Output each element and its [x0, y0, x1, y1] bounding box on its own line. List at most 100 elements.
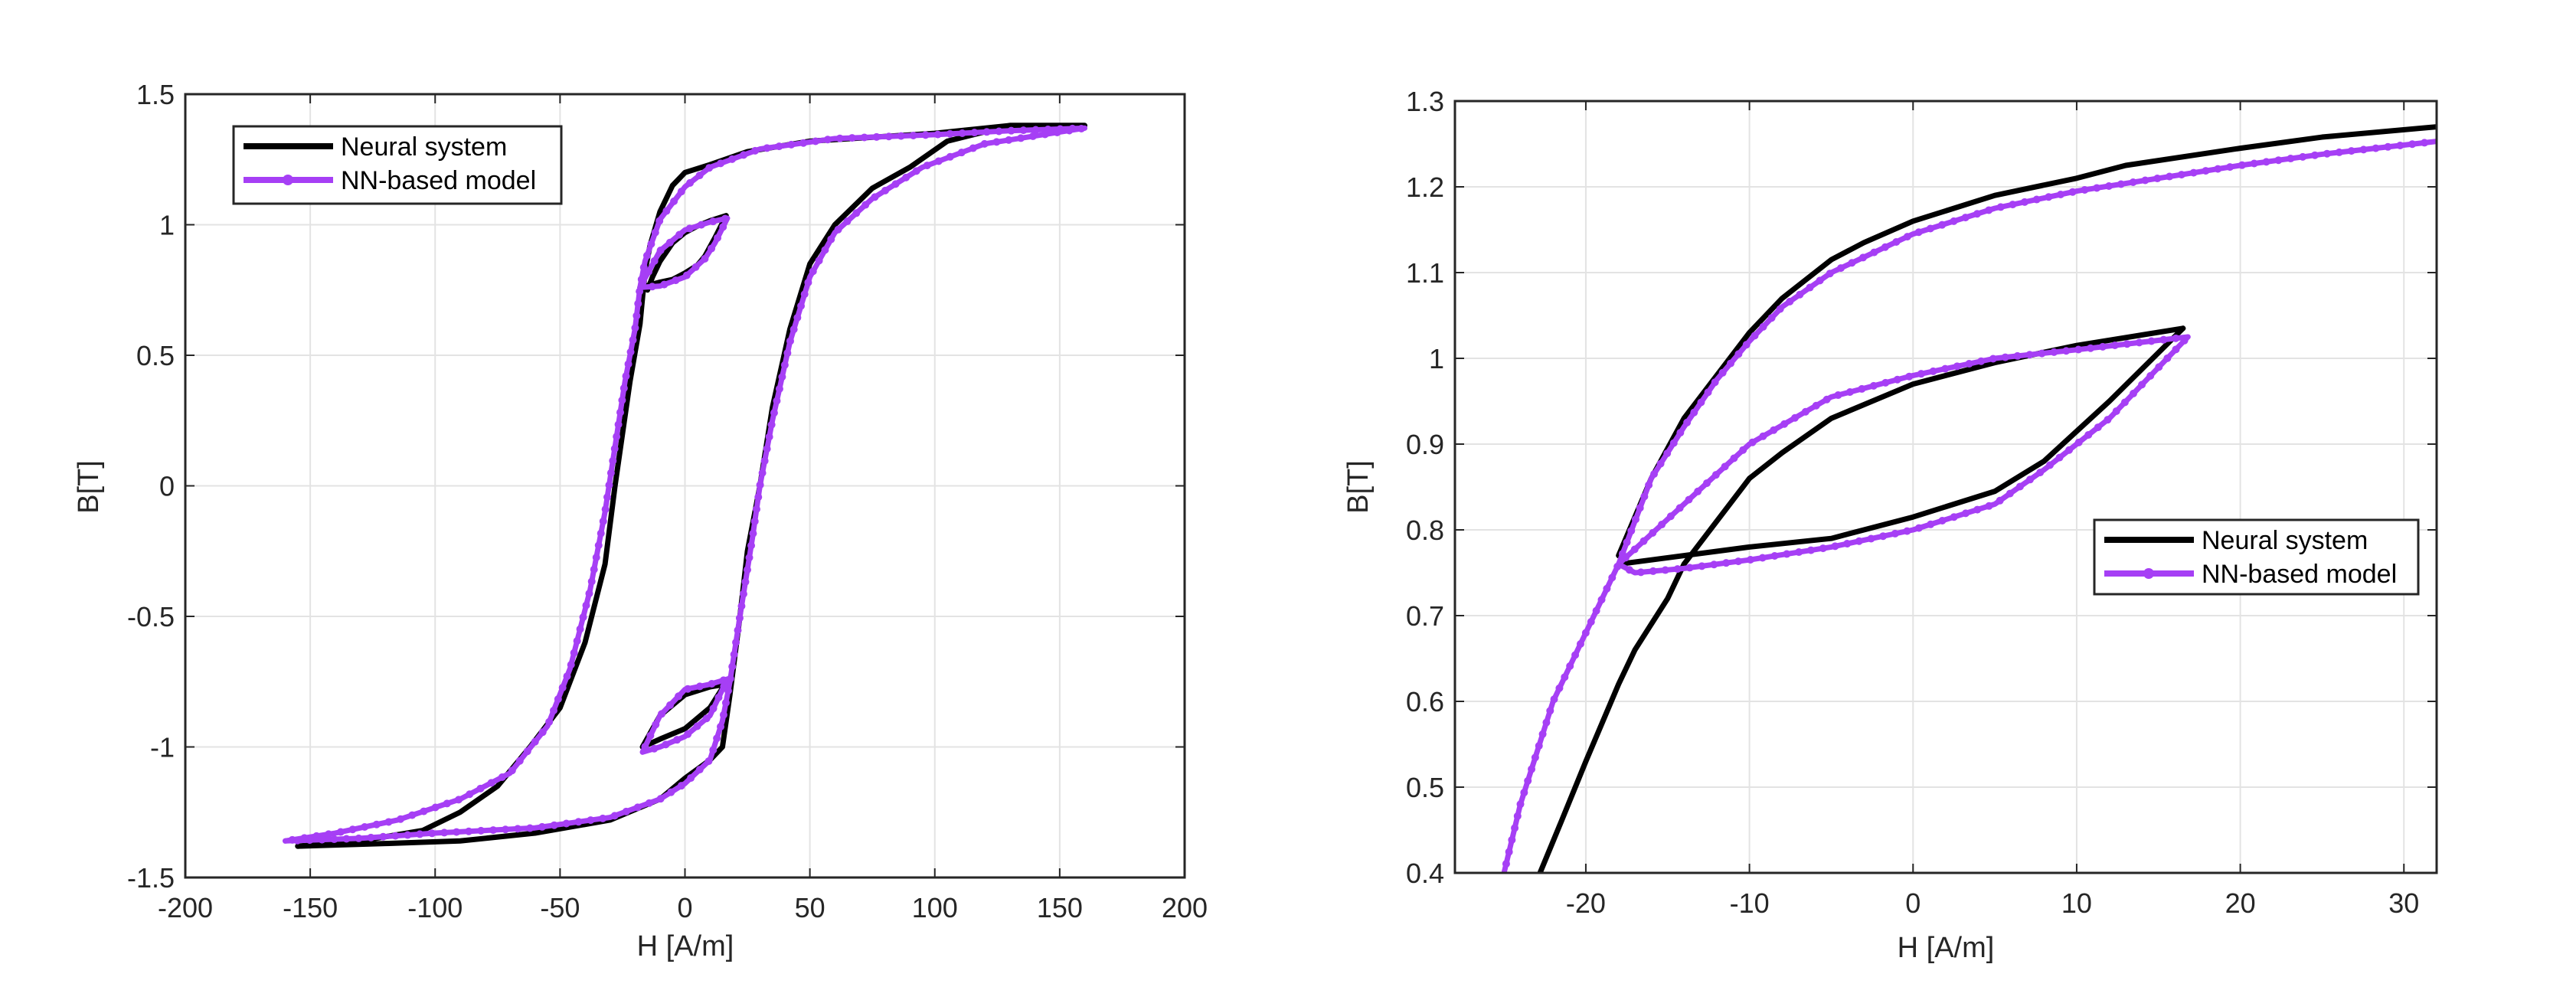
data-marker	[538, 822, 546, 831]
data-marker	[1834, 391, 1842, 400]
legend-label: NN-based model	[341, 166, 536, 195]
data-marker	[775, 384, 783, 393]
data-marker	[734, 626, 742, 635]
data-marker	[701, 255, 709, 263]
data-marker	[843, 217, 852, 226]
data-marker	[2062, 347, 2071, 355]
data-marker	[970, 129, 979, 137]
data-marker	[2105, 181, 2113, 190]
data-marker	[1613, 562, 1622, 570]
x-tick-label: 0	[677, 892, 692, 923]
data-marker	[651, 228, 659, 237]
data-marker	[1848, 259, 1856, 267]
data-marker	[754, 493, 763, 502]
data-marker	[1623, 538, 1631, 547]
data-marker	[2065, 446, 2074, 454]
data-marker	[579, 613, 587, 622]
data-marker	[622, 807, 630, 815]
data-marker	[1555, 684, 1564, 692]
data-marker	[1905, 372, 1914, 381]
data-marker	[652, 721, 660, 729]
data-marker	[440, 828, 449, 837]
data-marker	[639, 278, 647, 286]
data-marker	[293, 836, 302, 845]
data-marker	[306, 836, 314, 845]
data-marker	[1513, 812, 1522, 820]
data-marker	[2159, 335, 2168, 344]
y-tick-label: 0	[159, 471, 175, 502]
data-marker	[756, 481, 764, 489]
x-tick-label: 150	[1037, 892, 1083, 923]
data-marker	[1658, 521, 1666, 529]
data-marker	[740, 151, 748, 159]
data-marker	[780, 361, 789, 369]
data-marker	[1019, 126, 1028, 135]
data-marker	[787, 140, 796, 149]
legend: Neural system NN-based model	[2093, 518, 2420, 596]
data-marker	[1007, 126, 1015, 135]
data-marker	[1520, 789, 1528, 797]
data-marker	[1661, 566, 1669, 574]
data-marker	[709, 704, 718, 713]
data-marker	[466, 790, 474, 799]
data-marker	[573, 637, 581, 645]
data-marker	[1926, 224, 1934, 233]
data-marker	[605, 481, 613, 489]
data-marker	[2177, 171, 2185, 179]
data-marker	[1524, 776, 1532, 785]
data-marker	[1881, 243, 1889, 251]
data-marker	[1502, 860, 1510, 868]
data-marker	[2262, 158, 2270, 166]
data-marker	[881, 186, 890, 194]
data-marker	[416, 830, 424, 838]
data-marker	[582, 601, 590, 609]
data-marker	[2068, 188, 2077, 196]
data-marker	[719, 676, 727, 685]
data-marker	[1776, 305, 1784, 313]
data-marker	[1711, 471, 1720, 479]
data-marker	[2202, 167, 2210, 175]
data-marker	[502, 825, 510, 834]
data-marker	[1730, 454, 1738, 462]
data-marker	[2038, 349, 2046, 358]
data-marker	[675, 692, 683, 701]
data-marker	[2006, 489, 2014, 498]
data-marker	[515, 757, 524, 765]
data-marker	[1858, 384, 1866, 393]
data-marker	[1603, 584, 1611, 593]
data-marker	[1985, 206, 1993, 214]
data-marker	[2015, 482, 2024, 491]
data-marker	[574, 818, 583, 826]
data-marker	[489, 826, 498, 835]
data-marker	[783, 349, 792, 358]
data-marker	[1893, 375, 1901, 384]
data-marker	[2408, 140, 2417, 149]
data-marker	[1505, 848, 1513, 856]
data-marker	[2359, 145, 2368, 154]
data-marker	[1542, 718, 1551, 727]
data-marker	[1669, 439, 1678, 447]
data-marker	[675, 230, 684, 239]
data-marker	[2098, 342, 2107, 351]
data-marker	[902, 173, 910, 181]
data-marker	[367, 833, 375, 842]
data-marker	[1843, 540, 1852, 548]
data-marker	[431, 803, 440, 812]
data-marker	[1812, 401, 1820, 410]
data-marker	[697, 221, 705, 229]
data-marker	[2001, 353, 2009, 361]
data-marker	[823, 136, 832, 144]
data-marker	[609, 456, 617, 465]
right-plot: H [A/m] B[T] -20 -10 0 10 20 30 0.4 0.5 0.6 0.7 0.…	[1342, 86, 2438, 964]
data-marker	[1550, 695, 1558, 704]
data-marker	[1929, 367, 1937, 375]
data-marker	[1721, 462, 1729, 471]
data-marker	[745, 554, 754, 562]
data-marker	[391, 832, 400, 840]
data-marker	[657, 710, 665, 718]
y-tick-label: 1.2	[1406, 172, 1444, 203]
data-marker	[684, 730, 692, 738]
data-marker	[443, 799, 451, 808]
data-marker	[397, 815, 405, 823]
data-marker	[708, 244, 716, 253]
